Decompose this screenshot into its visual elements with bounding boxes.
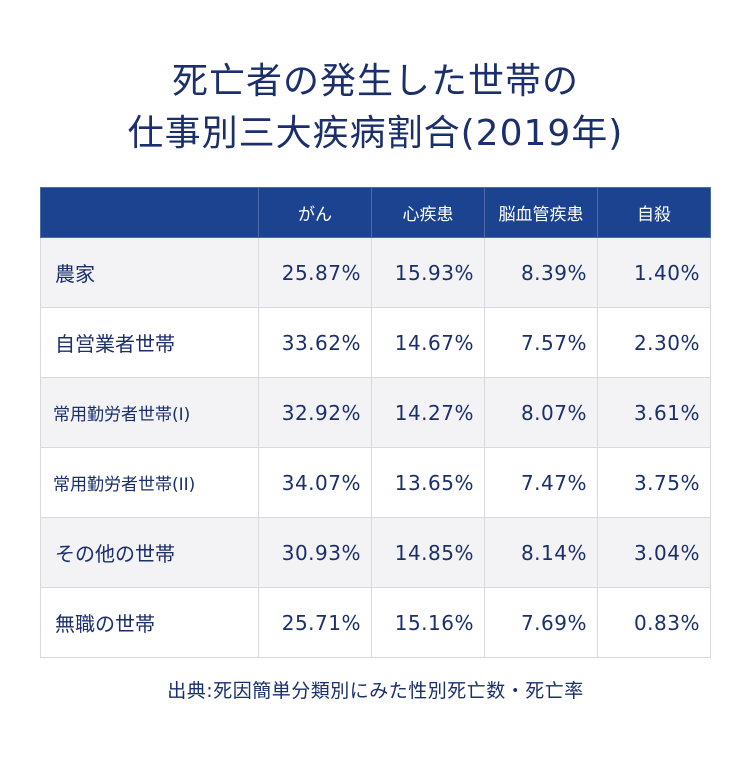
header-cell-suicide: 自殺 [597,187,711,238]
table-row: 農家 25.87% 15.93% 8.39% 1.40% [40,237,711,308]
table-row: その他の世帯 30.93% 14.85% 8.14% 3.04% [40,517,711,588]
cell-value: 13.65% [371,447,485,518]
cell-value: 14.67% [371,307,485,378]
cell-value: 14.85% [371,517,485,588]
row-label: 無職の世帯 [40,587,259,658]
cell-value: 8.07% [484,377,598,448]
data-table: がん 心疾患 脳血管疾患 自殺 農家 25.87% 15.93% 8.39% 1… [40,187,711,658]
table-header-row: がん 心疾患 脳血管疾患 自殺 [40,187,711,238]
table-row: 常用勤労者世帯(I) 32.92% 14.27% 8.07% 3.61% [40,377,711,448]
cell-value: 8.39% [484,237,598,308]
header-cell-cancer: がん [258,187,372,238]
cell-value: 32.92% [258,377,372,448]
cell-value: 34.07% [258,447,372,518]
cell-value: 15.16% [371,587,485,658]
header-cell-heart-disease: 心疾患 [371,187,485,238]
table-row: 自営業者世帯 33.62% 14.67% 7.57% 2.30% [40,307,711,378]
cell-value: 3.04% [597,517,711,588]
source-note: 出典:死因簡単分類別にみた性別死亡数・死亡率 [167,680,584,702]
data-table-container: がん 心疾患 脳血管疾患 自殺 農家 25.87% 15.93% 8.39% 1… [40,187,711,658]
title-line-1: 死亡者の発生した世帯の [171,61,579,102]
cell-value: 33.62% [258,307,372,378]
row-label: 農家 [40,237,259,308]
cell-value: 3.61% [597,377,711,448]
cell-value: 25.87% [258,237,372,308]
row-label: 自営業者世帯 [40,307,259,378]
cell-value: 30.93% [258,517,372,588]
cell-value: 15.93% [371,237,485,308]
row-label: その他の世帯 [40,517,259,588]
header-cell-cerebrovascular: 脳血管疾患 [484,187,598,238]
cell-value: 7.57% [484,307,598,378]
cell-value: 14.27% [371,377,485,448]
cell-value: 7.69% [484,587,598,658]
cell-value: 8.14% [484,517,598,588]
header-cell-corner [40,187,259,238]
cell-value: 1.40% [597,237,711,308]
table-row: 無職の世帯 25.71% 15.16% 7.69% 0.83% [40,587,711,658]
cell-value: 0.83% [597,587,711,658]
cell-value: 3.75% [597,447,711,518]
title-line-2: 仕事別三大疾病割合(2019年) [127,113,624,154]
table-row: 常用勤労者世帯(II) 34.07% 13.65% 7.47% 3.75% [40,447,711,518]
row-label: 常用勤労者世帯(I) [40,377,259,448]
cell-value: 7.47% [484,447,598,518]
chart-title: 死亡者の発生した世帯の 仕事別三大疾病割合(2019年) [0,56,751,160]
cell-value: 2.30% [597,307,711,378]
row-label: 常用勤労者世帯(II) [40,447,259,518]
cell-value: 25.71% [258,587,372,658]
